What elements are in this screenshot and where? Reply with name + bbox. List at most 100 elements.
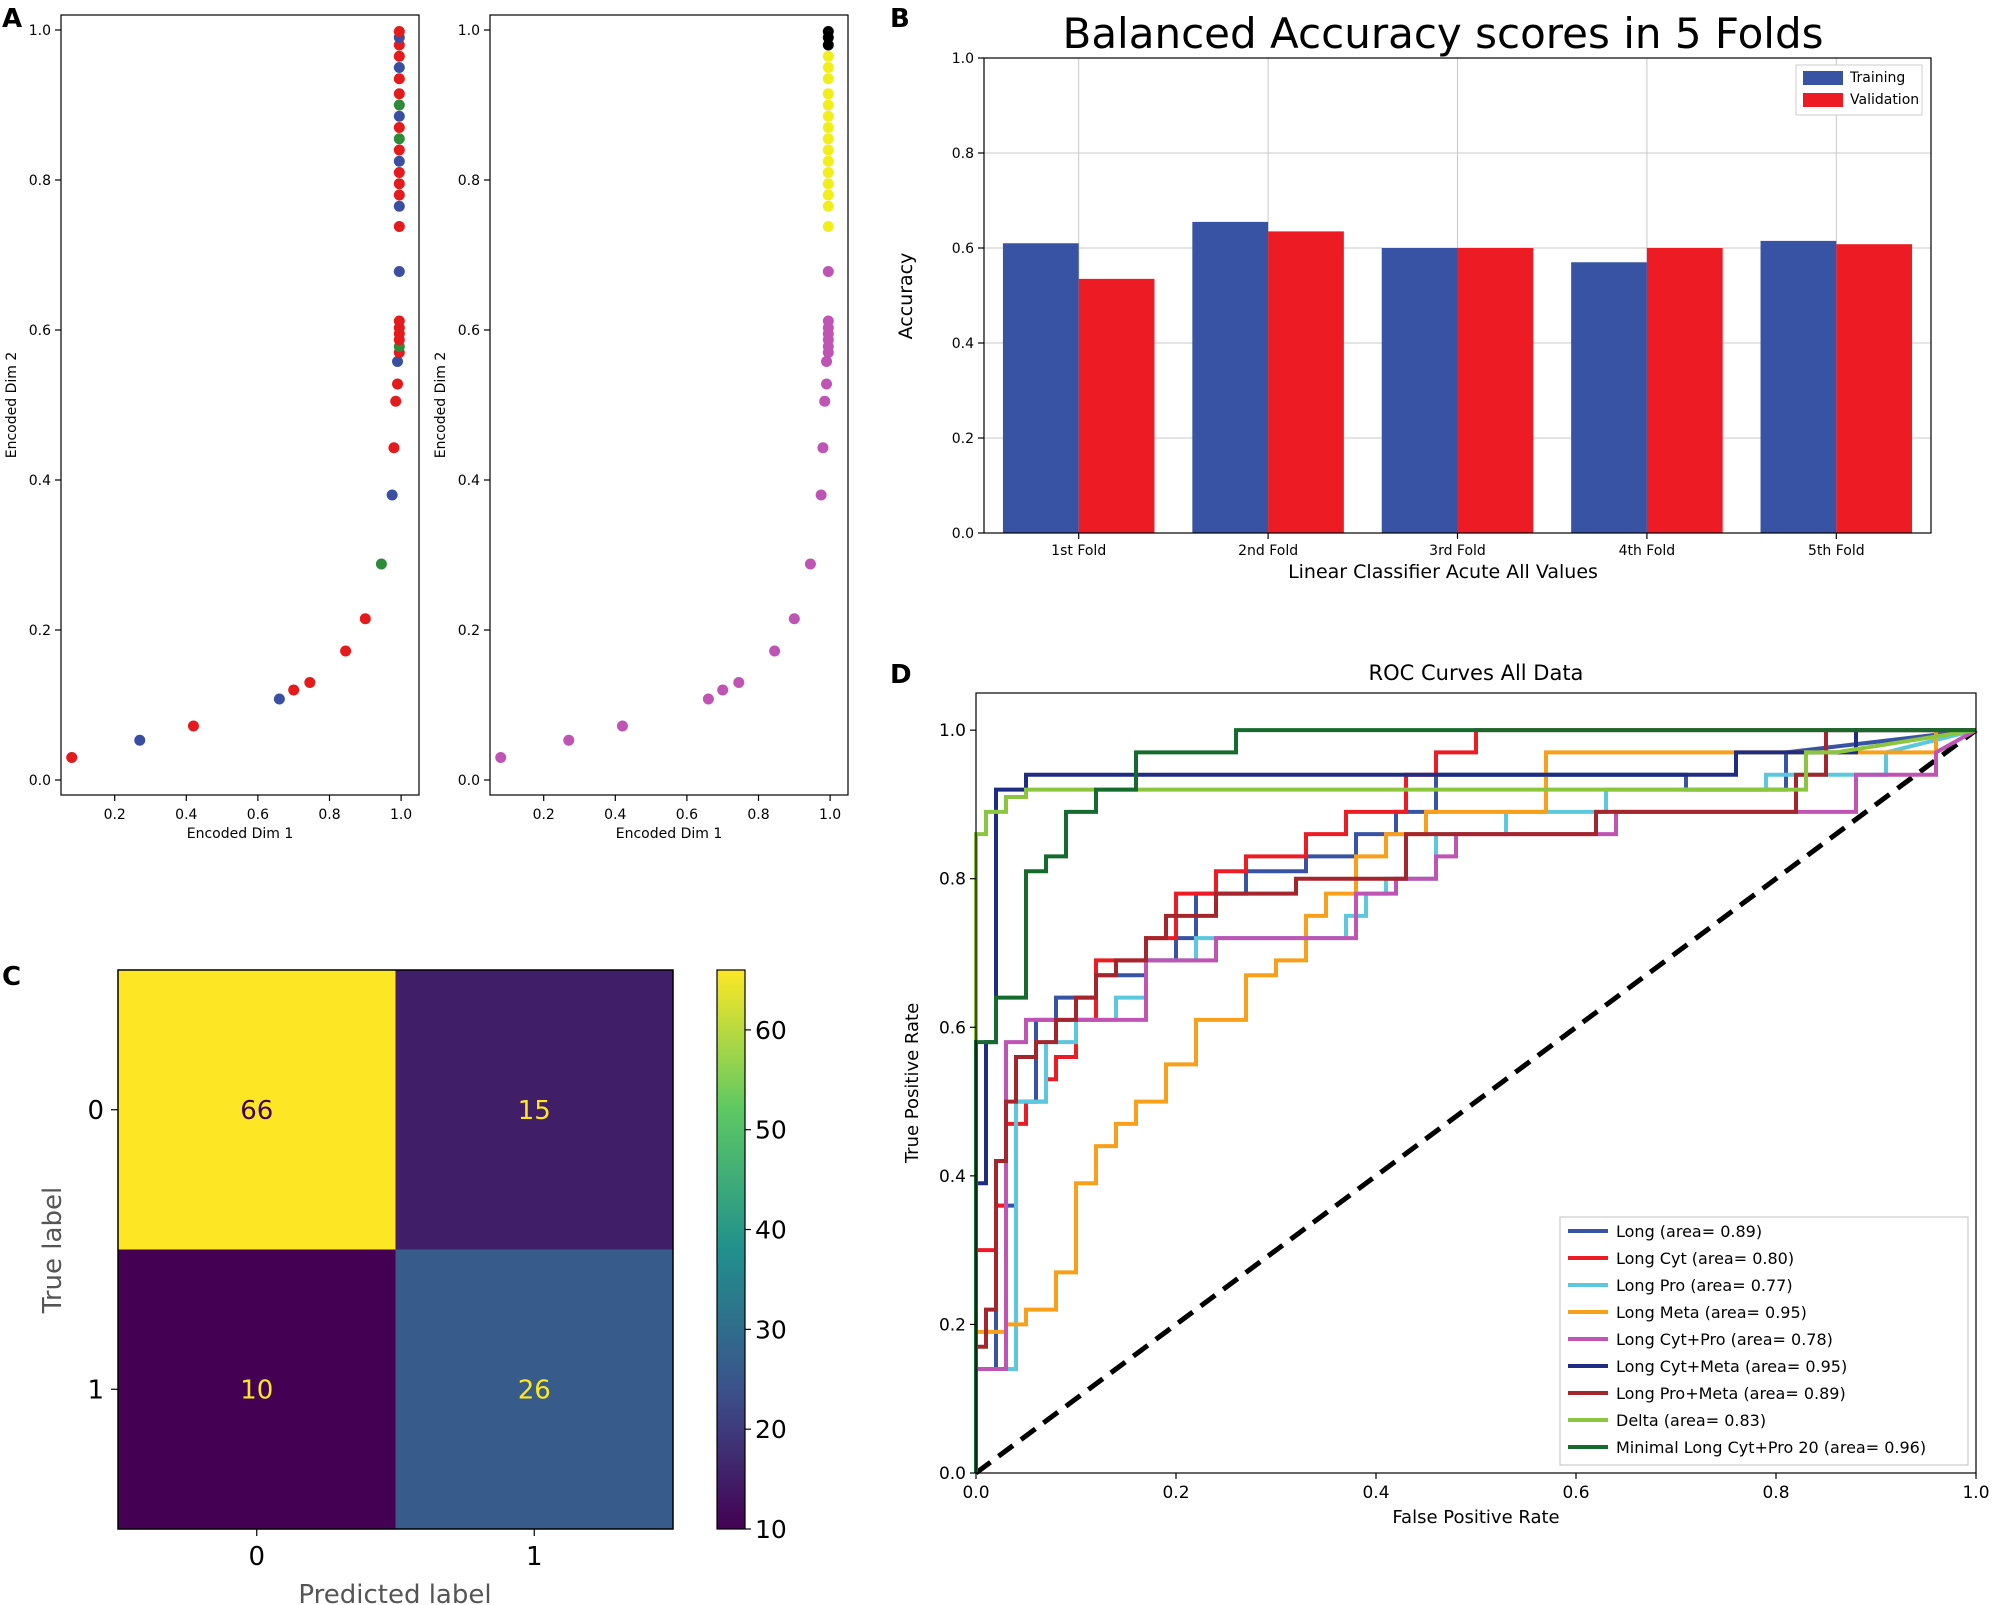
- colorbar: [716, 969, 746, 1530]
- panel-label-b: B: [890, 4, 910, 34]
- scatter-point: [187, 720, 199, 732]
- roc-curve: [974, 728, 1977, 1473]
- bar-validation-3: [1457, 248, 1534, 533]
- legend-label: Long Meta (area= 0.95): [1616, 1303, 1807, 1322]
- matrix-cell-value: 15: [518, 1096, 551, 1126]
- scatter-point: [386, 489, 398, 501]
- x-tick-label: 4th Fold: [1619, 543, 1676, 559]
- x-axis-label: Encoded Dim 1: [616, 826, 722, 842]
- y-tick-label: 0.0: [29, 773, 51, 789]
- matrix-cell-value: 66: [240, 1096, 273, 1126]
- scatter-point: [393, 189, 405, 201]
- scatter-point: [393, 167, 405, 178]
- bar-validation-2: [1268, 231, 1344, 533]
- y-axis-label: True label: [38, 1187, 68, 1314]
- y-tick-label: 0.0: [952, 526, 974, 542]
- x-axis-ticks: 0.2 0.4 0.6 0.8 1.0: [104, 795, 412, 823]
- scatter-point: [822, 133, 834, 145]
- chart-title: ROC Curves All Data: [1369, 661, 1584, 685]
- y-tick-label: 0.6: [29, 323, 51, 339]
- scatter-point: [392, 356, 404, 367]
- x-tick-label: 0.8: [747, 807, 769, 823]
- scatter-point: [288, 684, 300, 696]
- bar-training-2: [1192, 221, 1269, 533]
- colorbar-tick-label: 40: [755, 1216, 787, 1245]
- scatter-point: [822, 315, 834, 327]
- scatter-point: [393, 110, 405, 122]
- scatter-point: [304, 677, 316, 688]
- y-tick-label: 1.0: [29, 23, 51, 39]
- scatter-point: [821, 378, 833, 390]
- bar-training-3: [1381, 248, 1458, 533]
- x-tick-label: 1.0: [819, 807, 841, 823]
- x-tick-label: 0.8: [318, 807, 340, 823]
- y-tick-label: 0.6: [952, 241, 974, 257]
- scatter-point: [822, 122, 834, 133]
- scatter-point: [392, 378, 404, 390]
- legend: Long (area= 0.89) Long Cyt (area= 0.80) Lo…: [1559, 1216, 1969, 1466]
- legend-label-validation: Validation: [1850, 92, 1919, 108]
- scatter-point: [822, 26, 834, 37]
- bar-validation-4: [1646, 248, 1723, 533]
- scatter-point: [393, 315, 405, 327]
- y-tick-label: 1: [87, 1375, 104, 1405]
- plot-frame: [60, 14, 420, 796]
- legend-label: Delta (area= 0.83): [1616, 1411, 1766, 1430]
- x-axis-ticks: 0.0 0.2 0.4 0.6 0.8 1.0: [962, 1473, 1990, 1503]
- roc-curve: [974, 728, 1976, 1473]
- scatter-point: [388, 442, 400, 454]
- scatter-point: [393, 73, 405, 85]
- bar-training-4: [1571, 262, 1647, 533]
- y-axis-ticks: 0.0 0.2 0.4 0.6 0.8 1.0: [939, 721, 976, 1484]
- chance-diagonal-line: [974, 728, 1978, 1476]
- scatter-point: [393, 155, 405, 167]
- scatter-point: [393, 122, 405, 133]
- scatter-point: [804, 558, 816, 570]
- scatter-point: [788, 613, 800, 625]
- scatter-point: [340, 645, 352, 657]
- scatter-point: [822, 62, 834, 73]
- roc-curve-lines: [974, 728, 1977, 1473]
- scatter-point: [822, 155, 834, 167]
- scatter-point: [390, 395, 402, 407]
- roc-curve: [974, 728, 1976, 1473]
- x-tick-label: 2nd Fold: [1238, 543, 1298, 559]
- matrix-cell: [395, 970, 673, 1250]
- matrix-cells: 66 15 10 26: [118, 970, 673, 1529]
- scatter-point: [822, 189, 834, 201]
- scatter-point: [393, 144, 405, 156]
- scatter-point: [819, 395, 831, 407]
- scatter-point: [393, 62, 405, 73]
- colorbar-tick-label: 30: [755, 1315, 787, 1344]
- matrix-cell: [395, 1249, 673, 1529]
- x-axis-ticks: 1st Fold 2nd Fold 3rd Fold 4th Fold 5th Fold: [1051, 533, 1865, 559]
- scatter-point: [393, 26, 405, 37]
- bar-training-1: [1002, 243, 1079, 533]
- scatter-point: [393, 266, 405, 277]
- scatter-point: [822, 73, 834, 85]
- legend-label: Long Cyt+Meta (area= 0.95): [1616, 1357, 1847, 1376]
- y-axis-ticks: 0.0 0.2 0.4 0.6 0.8 1.0: [952, 51, 984, 542]
- x-tick-label: 0.6: [676, 807, 698, 823]
- legend-label: Long Cyt+Pro (area= 0.78): [1616, 1330, 1833, 1349]
- y-tick-label: 1.0: [458, 23, 480, 39]
- legend-items: Long (area= 0.89) Long Cyt (area= 0.80) Lo…: [1568, 1222, 1926, 1457]
- y-axis-ticks: 0.0 0.2 0.4 0.6 0.8 1.0: [458, 23, 490, 789]
- y-tick-label: 0.4: [939, 1167, 966, 1187]
- legend-label-training: Training: [1849, 70, 1905, 86]
- y-tick-label: 0.8: [952, 146, 974, 162]
- scatter-point: [822, 221, 834, 232]
- y-tick-label: 0.6: [458, 323, 480, 339]
- y-tick-label: 0.4: [458, 473, 480, 489]
- legend-label: Long Pro+Meta (area= 0.89): [1616, 1384, 1846, 1403]
- scatter-point: [821, 356, 833, 367]
- x-tick-label: 0.4: [604, 807, 626, 823]
- x-tick-label: 0.4: [175, 807, 197, 823]
- scatter-point: [769, 645, 781, 657]
- scatter-point: [393, 221, 405, 232]
- panel-label-d: D: [890, 660, 912, 690]
- panel-label-c: C: [2, 962, 21, 992]
- scatter-point: [817, 442, 829, 454]
- scatter-point: [702, 693, 714, 705]
